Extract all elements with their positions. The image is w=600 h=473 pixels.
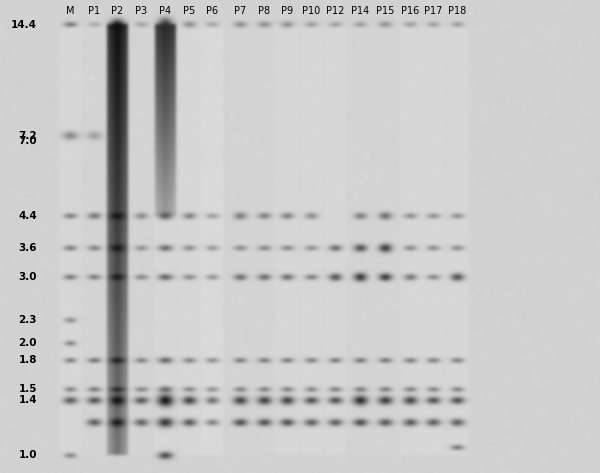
Text: P9: P9 (281, 6, 293, 16)
Text: P18: P18 (448, 6, 466, 16)
Text: 2.3: 2.3 (19, 315, 37, 325)
Text: P3: P3 (135, 6, 147, 16)
Text: 1.4: 1.4 (19, 395, 37, 405)
Text: P15: P15 (376, 6, 394, 16)
Text: P2: P2 (111, 6, 123, 16)
Text: P10: P10 (302, 6, 320, 16)
Text: P5: P5 (183, 6, 195, 16)
Text: 1.5: 1.5 (19, 384, 37, 394)
Text: P14: P14 (351, 6, 369, 16)
Text: 3.6: 3.6 (19, 243, 37, 253)
Text: 3.0: 3.0 (19, 272, 37, 282)
Text: 1.8: 1.8 (19, 355, 37, 365)
Text: 14.4: 14.4 (11, 20, 37, 30)
Text: 4.4: 4.4 (18, 211, 37, 221)
Text: 1.0: 1.0 (19, 450, 37, 460)
Text: M: M (66, 6, 74, 16)
Text: P12: P12 (326, 6, 344, 16)
Text: P16: P16 (401, 6, 419, 16)
Text: 7.0: 7.0 (19, 136, 37, 146)
Text: P4: P4 (159, 6, 171, 16)
Text: P8: P8 (258, 6, 270, 16)
Text: P7: P7 (234, 6, 246, 16)
Text: 7.2: 7.2 (19, 131, 37, 141)
Text: 2.0: 2.0 (19, 338, 37, 348)
Text: P6: P6 (206, 6, 218, 16)
Text: P17: P17 (424, 6, 442, 16)
Text: P1: P1 (88, 6, 100, 16)
